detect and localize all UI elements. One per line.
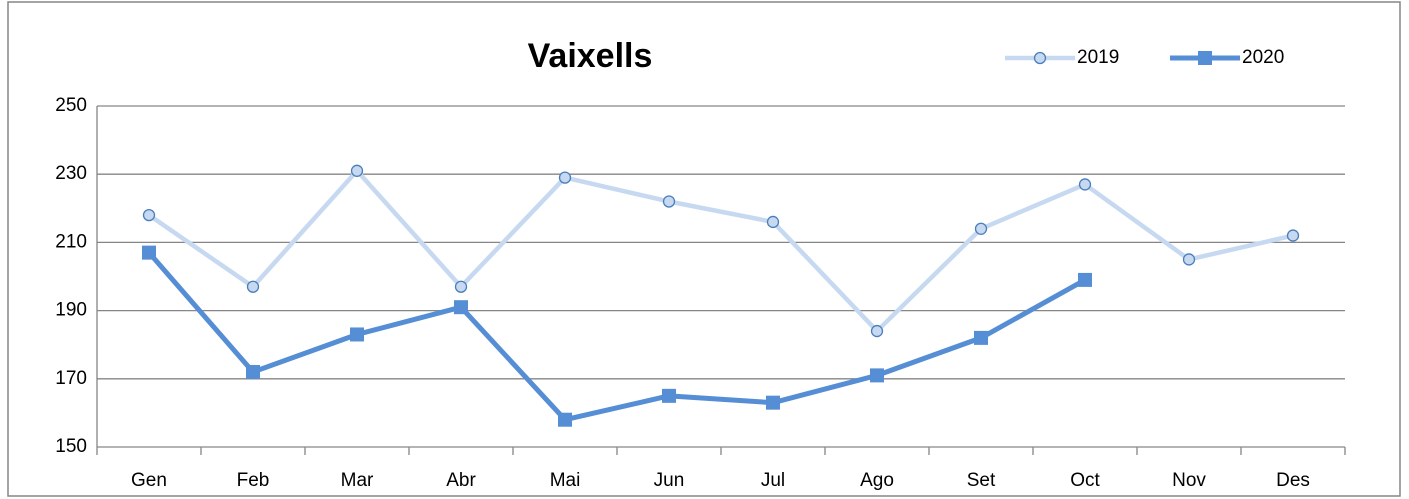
x-tick-label: Set bbox=[967, 470, 996, 491]
x-tick-label: Abr bbox=[446, 470, 476, 491]
chart-title: Vaixells bbox=[528, 37, 653, 75]
x-tick-label: Feb bbox=[237, 470, 270, 491]
data-point bbox=[766, 395, 780, 410]
data-point bbox=[974, 222, 988, 235]
series-line bbox=[147, 168, 1294, 334]
x-tick-label: Jun bbox=[654, 470, 685, 491]
data-point bbox=[246, 280, 260, 293]
data-point bbox=[350, 164, 364, 177]
x-tick-label: Jul bbox=[761, 470, 785, 491]
y-tick-label: 170 bbox=[55, 368, 87, 389]
data-point bbox=[766, 215, 780, 229]
data-point bbox=[1078, 178, 1092, 191]
x-tick-label: Gen bbox=[131, 470, 167, 491]
data-point bbox=[246, 364, 260, 379]
x-tick-label: Des bbox=[1276, 470, 1310, 491]
x-tick-label: Mai bbox=[550, 470, 581, 491]
y-tick-label: 210 bbox=[55, 231, 87, 252]
x-tick-label: Oct bbox=[1070, 470, 1100, 491]
data-point bbox=[454, 280, 468, 293]
data-point bbox=[1078, 272, 1092, 287]
legend-marker bbox=[1033, 51, 1047, 65]
legend-label: 2019 bbox=[1077, 47, 1119, 68]
legend-marker bbox=[1198, 51, 1212, 65]
data-point bbox=[350, 327, 364, 342]
y-tick-label: 250 bbox=[55, 95, 87, 116]
data-point bbox=[142, 208, 156, 222]
legend-label: 2020 bbox=[1242, 47, 1284, 68]
series-line bbox=[147, 250, 1087, 423]
x-tick-label: Mar bbox=[341, 470, 374, 491]
data-point bbox=[974, 330, 988, 345]
data-point bbox=[558, 412, 572, 427]
y-tick-label: 190 bbox=[55, 300, 87, 321]
data-point bbox=[1182, 253, 1196, 266]
data-point bbox=[558, 171, 572, 184]
data-point bbox=[870, 368, 884, 383]
data-point bbox=[662, 388, 676, 403]
x-tick-label: Ago bbox=[860, 470, 894, 491]
x-tick-label: Nov bbox=[1172, 470, 1206, 491]
data-point bbox=[1286, 229, 1300, 242]
y-tick-label: 150 bbox=[55, 436, 87, 457]
data-point bbox=[142, 245, 156, 260]
y-tick-label: 230 bbox=[55, 163, 87, 184]
data-point bbox=[870, 324, 884, 338]
chart-border bbox=[7, 1, 1401, 497]
data-point bbox=[454, 300, 468, 315]
data-point bbox=[662, 195, 676, 208]
